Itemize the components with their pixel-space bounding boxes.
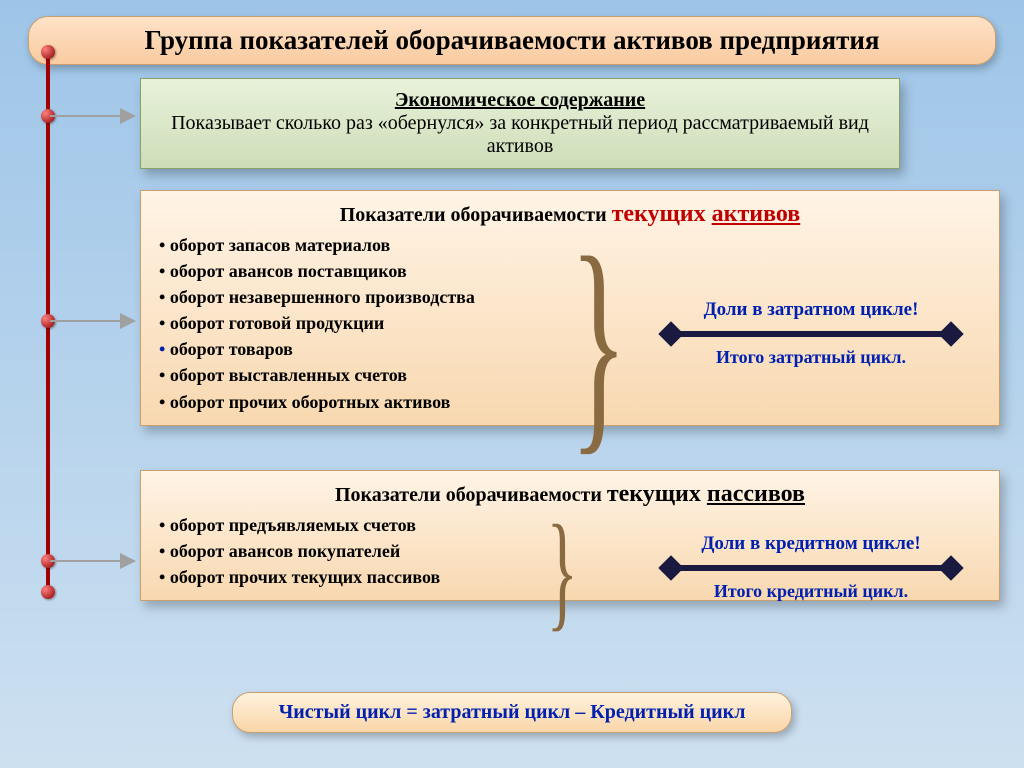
arrowhead-3	[120, 553, 136, 569]
assets-title-accent: активов	[712, 201, 801, 227]
liab-box: Показатели оборачиваемости текущих пасси…	[140, 470, 1000, 601]
liab-right-col: Доли в кредитном цикле! Итого кредитный …	[641, 533, 981, 602]
liab-title-prefix: Показатели оборачиваемости	[335, 484, 607, 506]
asset-item: оборот авансов поставщиков	[159, 258, 981, 284]
liab-diamond-line	[671, 565, 951, 571]
assets-itogo: Итого затратный цикл.	[641, 347, 981, 368]
liab-title-mid: текущих	[607, 481, 707, 507]
formula-box: Чистый цикл = затратный цикл – Кредитный…	[232, 692, 792, 733]
assets-box: Показатели оборачиваемости текущих актив…	[140, 190, 1000, 426]
connector-2	[50, 320, 122, 322]
liab-doli: Доли в кредитном цикле!	[641, 533, 981, 555]
assets-right-col: Доли в затратном цикле! Итого затратный …	[641, 299, 981, 368]
asset-item: оборот прочих оборотных активов	[159, 389, 981, 415]
assets-title-mid: текущих	[612, 201, 712, 227]
connector-3	[50, 560, 122, 562]
assets-diamond-line	[671, 331, 951, 337]
assets-doli: Доли в затратном цикле!	[641, 299, 981, 321]
arrowhead-1	[120, 108, 136, 124]
assets-title-prefix: Показатели оборачиваемости	[340, 204, 612, 226]
asset-item-blue-text: оборот товаров	[170, 339, 293, 359]
connector-1	[50, 115, 122, 117]
liab-itogo: Итого кредитный цикл.	[641, 581, 981, 602]
node-bottom	[41, 585, 55, 599]
econ-box: Экономическое содержание Показывает скол…	[140, 78, 900, 169]
main-title: Группа показателей оборачиваемости актив…	[28, 16, 996, 65]
assets-title: Показатели оборачиваемости текущих актив…	[159, 201, 981, 228]
econ-heading: Экономическое содержание	[159, 89, 881, 112]
liab-title-accent: пассивов	[707, 481, 805, 507]
node-top	[41, 45, 55, 59]
asset-item: оборот запасов материалов	[159, 232, 981, 258]
arrowhead-2	[120, 313, 136, 329]
liab-title: Показатели оборачиваемости текущих пасси…	[159, 481, 981, 508]
econ-body: Показывает сколько раз «обернулся» за ко…	[159, 112, 881, 158]
